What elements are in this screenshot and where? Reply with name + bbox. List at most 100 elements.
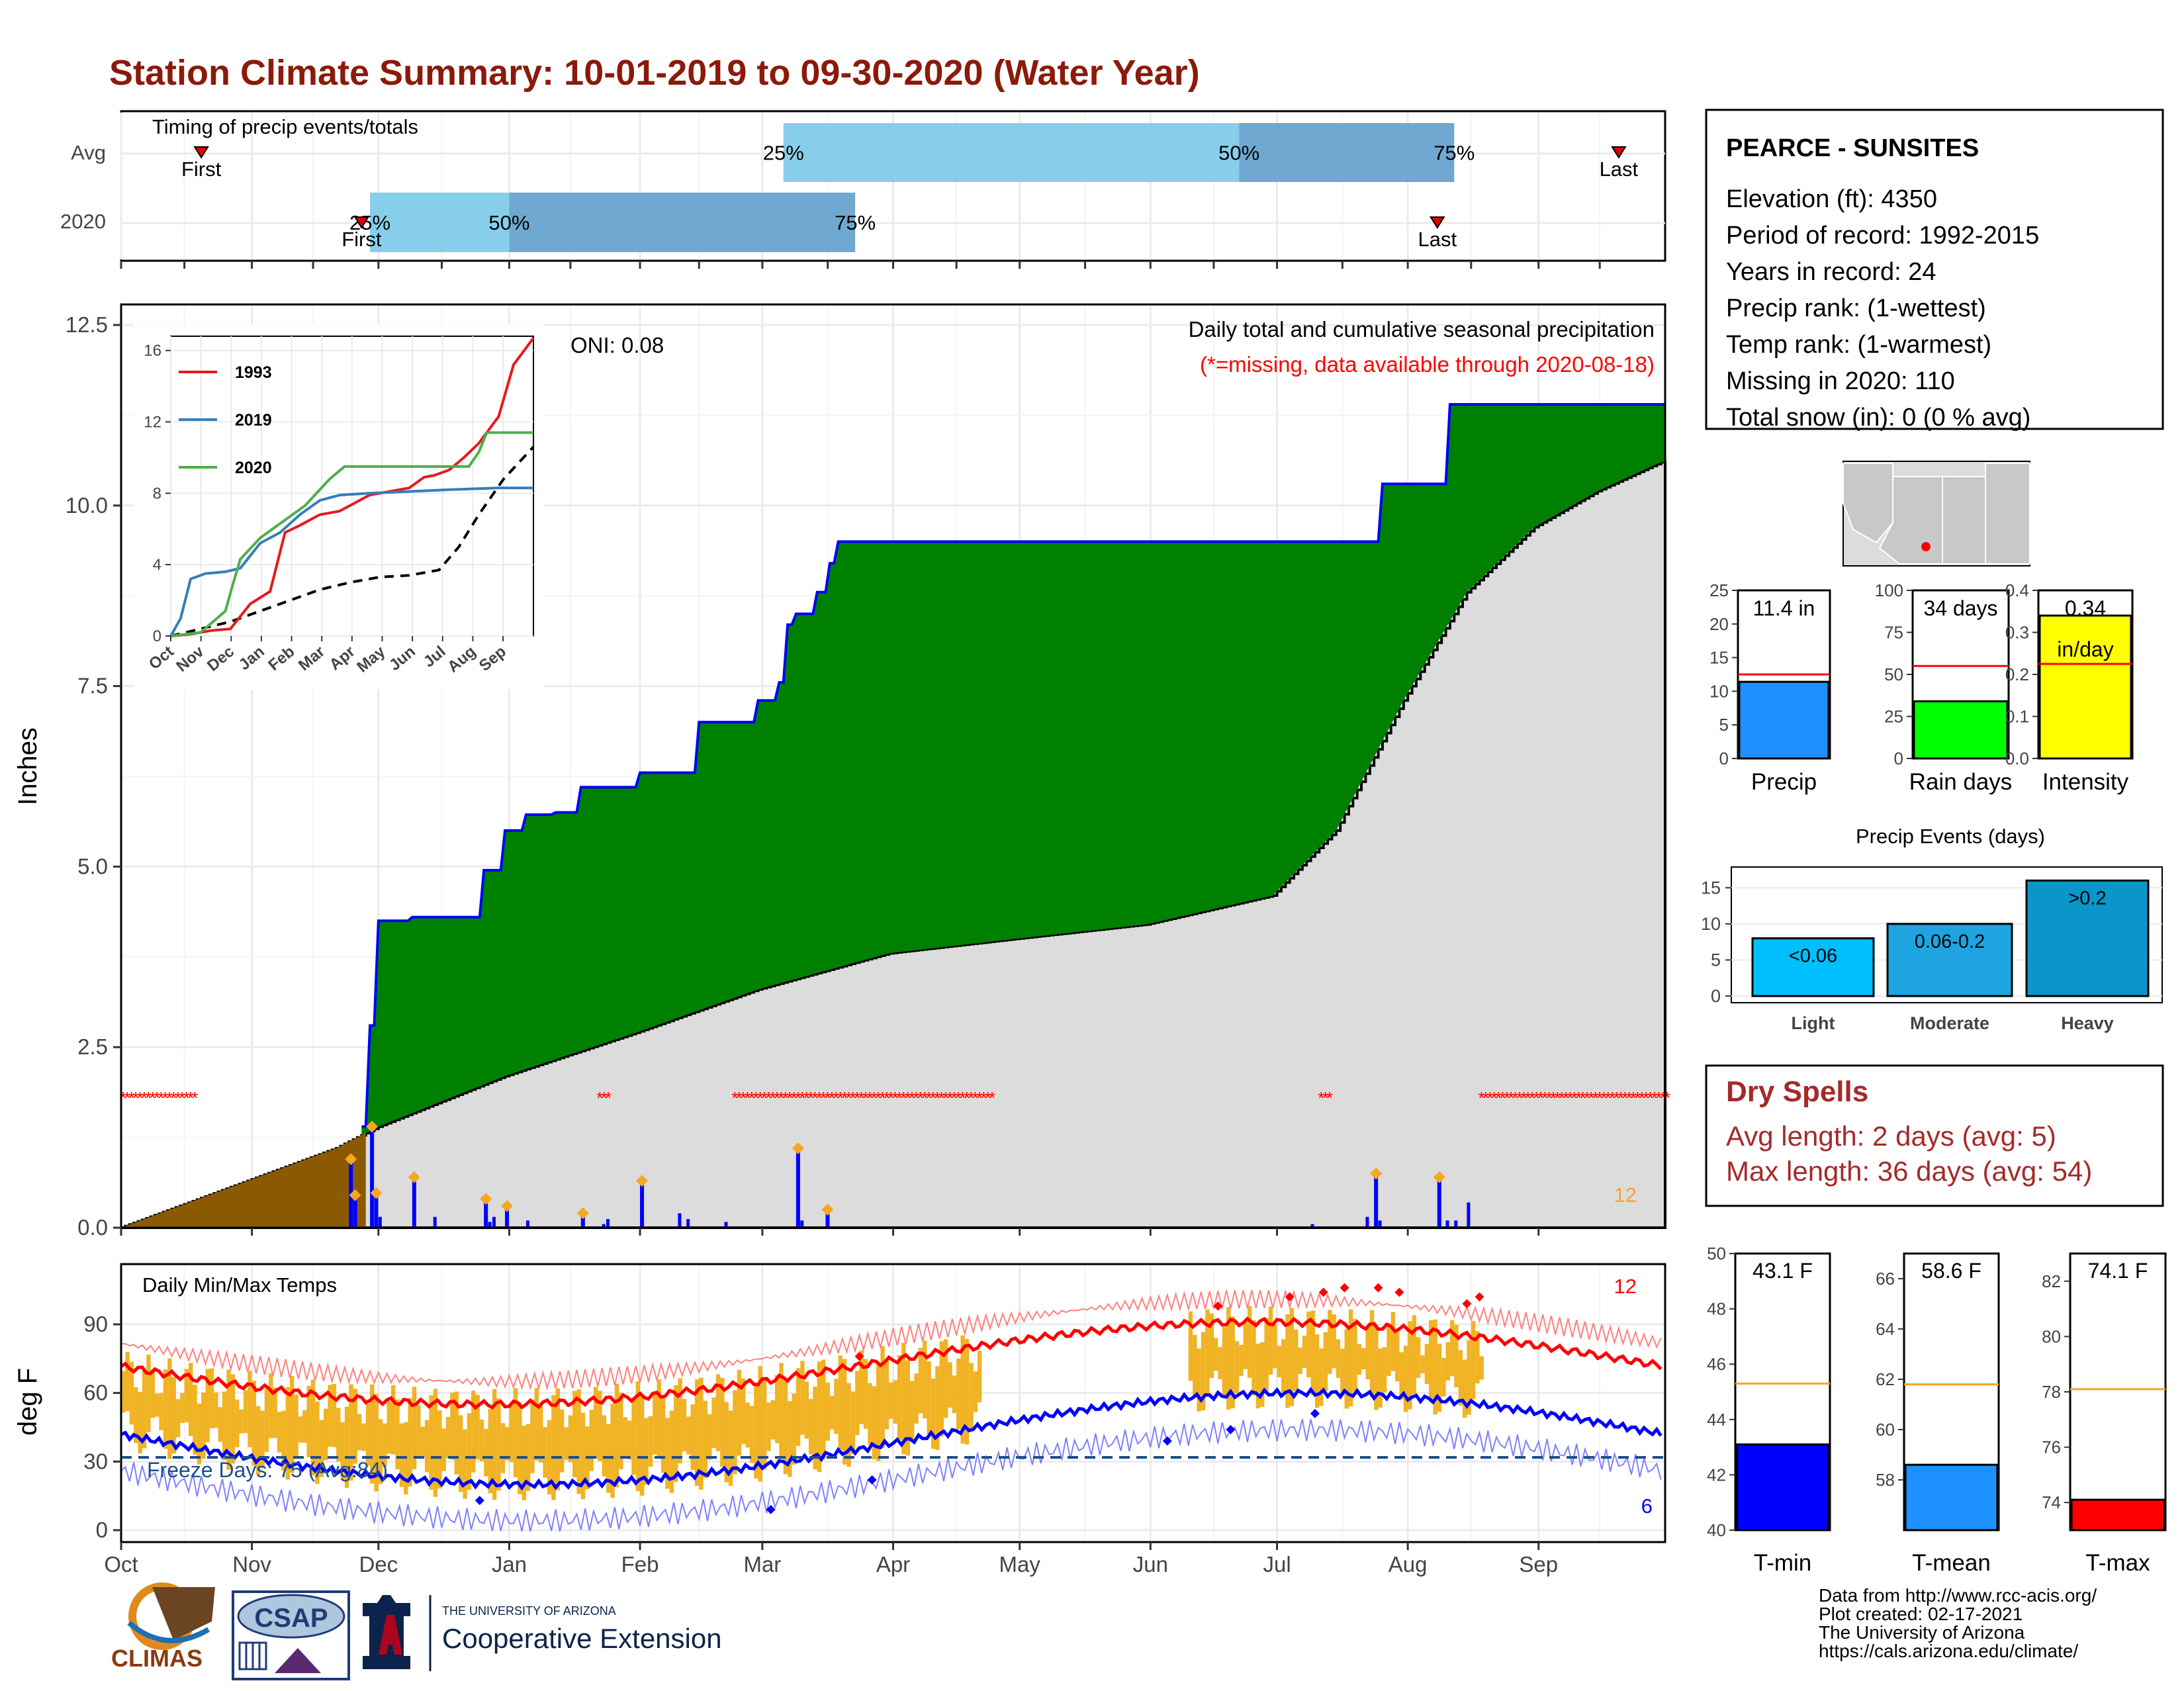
temp-range-bar [956,1358,961,1430]
inset-ytick-label: 0 [153,627,161,645]
missing-day-mark: * [1571,1088,1578,1108]
missing-day-mark: * [887,1088,894,1108]
mini-bar-rain-days [1913,700,2009,760]
temp-range-bar [741,1378,746,1444]
missing-day-mark: * [1545,1088,1552,1108]
temp-bar-t-mean [1904,1463,1999,1531]
events-bar-bin-label: 0.06-0.2 [1915,931,1985,952]
temp-bar-label: T-max [2085,1550,2150,1576]
temp-range-bar [1294,1329,1298,1391]
temp-range-bar [969,1363,974,1431]
timing-marker-first-label: First [341,228,382,251]
precip-note-title: Daily total and cumulative seasonal prec… [1189,317,1655,342]
missing-day-mark: * [1613,1088,1619,1108]
temp-range-bar [715,1374,721,1451]
missing-day-mark: * [736,1088,743,1108]
daily-precip-bar [800,1220,804,1228]
missing-day-mark: * [1617,1088,1624,1108]
temp-range-bar [251,1381,257,1466]
timing-bar-q50-q75 [1239,123,1455,182]
temp-range-bar [146,1354,151,1432]
temp-range-bar [850,1391,856,1454]
record-low-marker [766,1504,776,1514]
station-line-3: Years in record: 24 [1726,258,1936,286]
temp-range-bar [1234,1341,1240,1394]
missing-day-mark: * [976,1088,983,1108]
temp-range-bar [1243,1322,1248,1369]
temp-range-bar [809,1398,813,1455]
tmax-average-line [120,1316,1662,1410]
locator-map [1843,461,2030,567]
station-line-4: Precip rank: (1-wettest) [1726,295,1986,322]
temp-range-bar [129,1361,134,1425]
temp-range-bar [302,1410,307,1443]
temp-range-bar [547,1420,552,1494]
missing-day-mark: * [964,1088,970,1108]
temp-range-bar [1209,1313,1214,1379]
temp-range-bar [450,1393,455,1460]
station-line-7: Total snow (in): 0 (0 % avg) [1726,404,2030,432]
temp-range-bar [800,1361,805,1435]
missing-day-mark: * [1537,1088,1544,1108]
mini-bar-ytick-label: 5 [1719,715,1729,735]
temp-range-bar [159,1393,163,1431]
missing-day-mark: * [1482,1088,1489,1108]
missing-day-mark: * [1651,1088,1658,1108]
timing-marker-first [193,146,209,159]
temp-range-bar [505,1427,510,1461]
daily-precip-bar [678,1213,682,1228]
temp-range-bar [1218,1347,1222,1379]
temp-range-bar [1201,1332,1206,1410]
precip-note-missing: (*=missing, data available through 2020-… [1200,352,1655,377]
temp-range-bar [653,1391,657,1455]
temp-range-bar [775,1375,780,1443]
temp-range-bar [943,1339,948,1418]
temp-range-bar [171,1377,176,1454]
temp-range-bar [310,1379,316,1476]
temp-range-bar [804,1381,809,1439]
temp-range-bar [323,1408,328,1461]
temp-range-bar [357,1414,362,1451]
temp-range-bar [445,1416,451,1459]
temp-bar-ytick-label: 66 [1876,1269,1895,1289]
temp-range-bar [610,1404,615,1498]
temp-bar-t-max [2070,1498,2165,1531]
temp-range-bar [749,1406,754,1463]
temp-range-bar [513,1388,518,1477]
daily-precip-marker [349,1189,361,1201]
record-high-marker [1373,1283,1383,1293]
record-low-marker [1310,1408,1320,1418]
temp-range-bar [952,1375,957,1414]
temp-range-bar [868,1383,872,1445]
temp-range-bar [193,1385,197,1455]
daily-precip-bar [825,1209,830,1228]
temp-title: Daily Min/Max Temps [142,1273,337,1297]
temp-range-bar [488,1408,492,1494]
temp-range-bar [441,1428,446,1471]
missing-day-mark: * [1529,1088,1535,1108]
temp-range-bar [614,1383,619,1488]
missing-day-mark: * [968,1088,974,1108]
temp-range-bar [525,1424,531,1491]
missing-day-mark: * [1326,1088,1333,1108]
daily-precip-bar [484,1199,488,1228]
temp-range-bar [813,1386,817,1470]
temp-bar-ytick-label: 48 [1707,1299,1726,1319]
temp-range-bar [948,1362,952,1408]
missing-day-mark: * [183,1088,190,1108]
temp-range-bar [555,1388,560,1490]
precip-ytick-label: 10.0 [66,493,108,518]
temp-range-bar [534,1388,539,1461]
timing-bar-q25-q50 [370,193,510,252]
inset-legend-label: 2020 [235,459,272,477]
temp-range-bar [412,1387,417,1469]
inset-legend-label: 1993 [235,363,272,382]
daily-precip-bar [412,1177,416,1228]
daily-precip-marker [480,1193,492,1205]
station-line-6: Missing in 2020: 110 [1726,367,1955,395]
temp-range-bar [973,1371,978,1412]
missing-day-mark: * [141,1088,148,1108]
temp-range-bar [593,1387,598,1459]
precip-panel: ****************** *** *******************… [13,303,1670,1240]
events-ytick-label: 10 [1701,914,1721,934]
